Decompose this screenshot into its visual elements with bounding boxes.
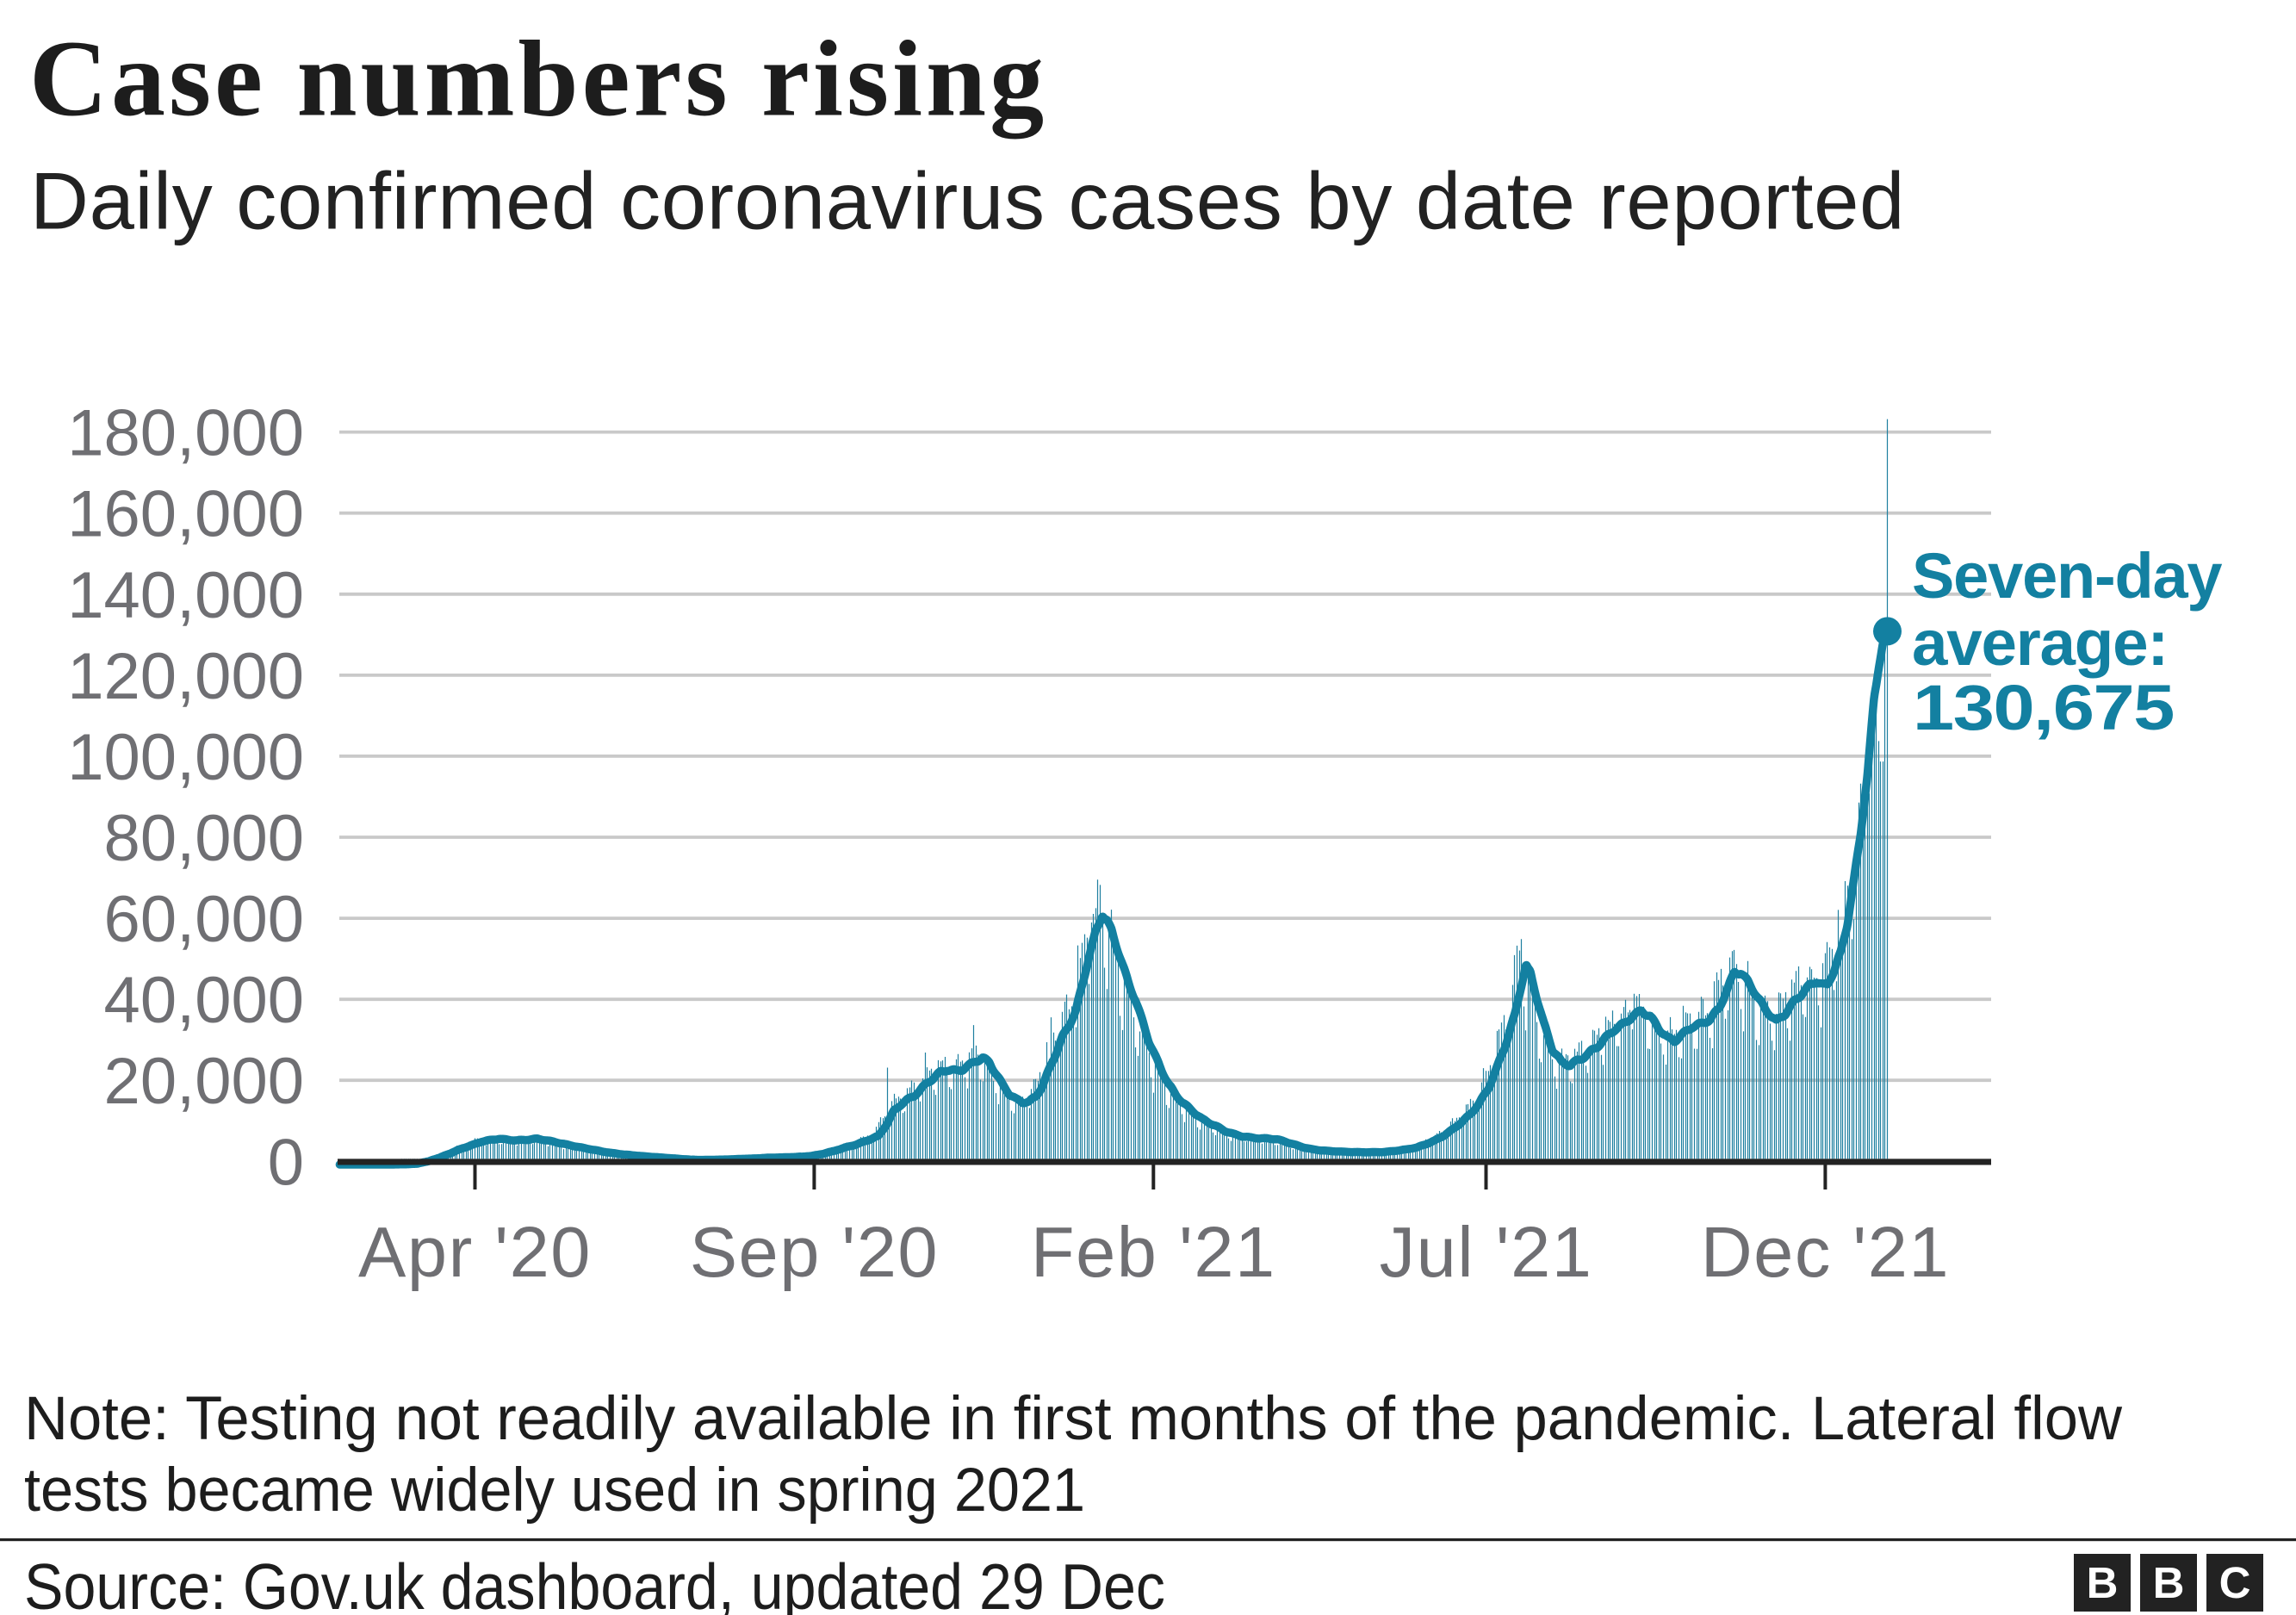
svg-text:tests became widely used in sp: tests became widely used in spring 2021 — [24, 1457, 1085, 1525]
svg-text:140,000: 140,000 — [67, 559, 304, 632]
svg-text:0: 0 — [268, 1127, 304, 1200]
svg-text:180,000: 180,000 — [67, 397, 304, 470]
svg-text:B: B — [2087, 1558, 2119, 1607]
svg-text:130,675: 130,675 — [1913, 672, 2174, 743]
svg-text:B: B — [2153, 1558, 2185, 1607]
svg-text:20,000: 20,000 — [104, 1045, 304, 1118]
svg-text:Dec '21: Dec '21 — [1701, 1212, 1950, 1292]
svg-text:Note: Testing not readily avai: Note: Testing not readily available in f… — [24, 1385, 2123, 1453]
svg-text:Jul '21: Jul '21 — [1380, 1212, 1593, 1292]
svg-text:40,000: 40,000 — [104, 964, 304, 1037]
svg-text:Daily confirmed coronavirus ca: Daily confirmed coronavirus cases by dat… — [30, 156, 1905, 246]
svg-text:120,000: 120,000 — [67, 640, 304, 713]
svg-text:Case numbers rising: Case numbers rising — [29, 20, 1047, 140]
svg-text:160,000: 160,000 — [67, 478, 304, 551]
svg-text:Seven-day: Seven-day — [1912, 540, 2222, 612]
svg-text:Apr '20: Apr '20 — [358, 1212, 592, 1292]
svg-text:average:: average: — [1912, 607, 2168, 679]
svg-text:Sep '20: Sep '20 — [690, 1212, 939, 1292]
svg-text:Source: Gov.uk dashboard, upda: Source: Gov.uk dashboard, updated 29 Dec — [24, 1550, 1165, 1615]
svg-text:C: C — [2219, 1558, 2251, 1607]
svg-text:80,000: 80,000 — [104, 802, 304, 875]
svg-text:100,000: 100,000 — [67, 721, 304, 794]
svg-text:60,000: 60,000 — [104, 883, 304, 956]
svg-text:Feb '21: Feb '21 — [1031, 1212, 1276, 1292]
